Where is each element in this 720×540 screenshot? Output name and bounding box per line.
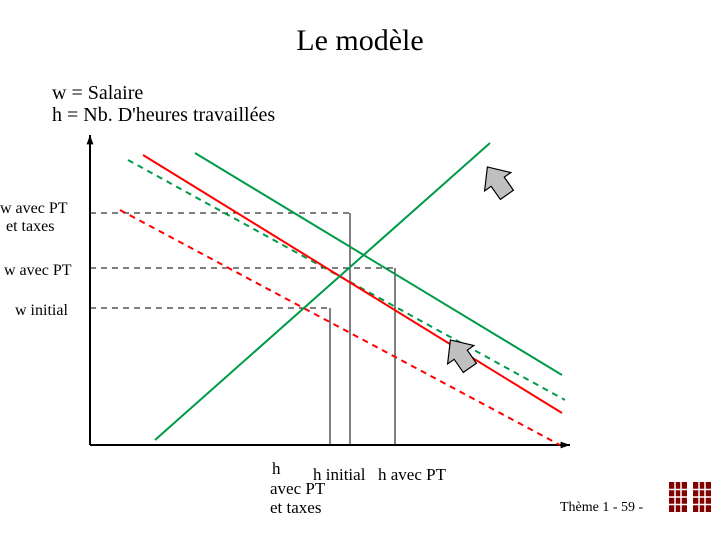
- chart-canvas: [0, 0, 720, 540]
- shift-arrow-icon: [474, 158, 520, 204]
- footer-logo-icon: [669, 482, 711, 512]
- shift-arrow-icon: [437, 331, 483, 377]
